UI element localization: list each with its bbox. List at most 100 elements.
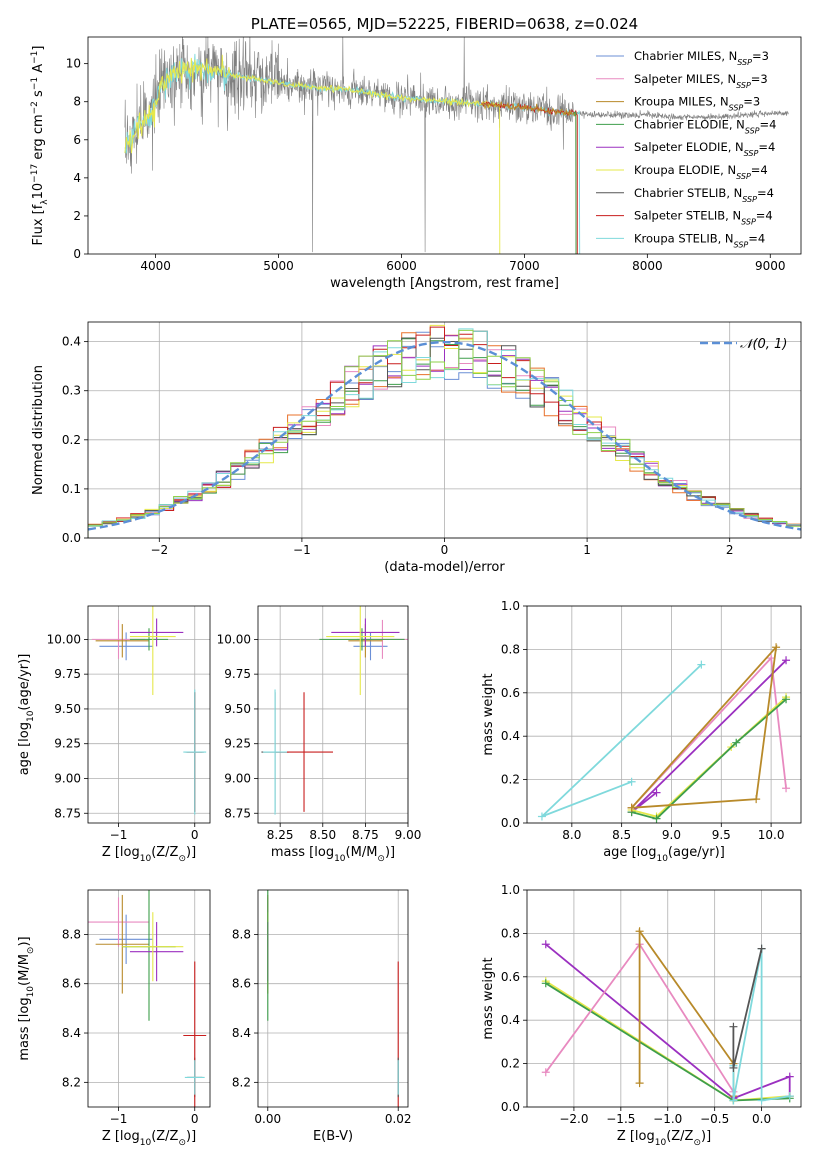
label-part: −17	[30, 164, 40, 183]
axis-label: age [log10(age/yr)]	[603, 845, 725, 864]
plot-area-spectrum	[124, 37, 789, 254]
model-spectrum-line	[480, 100, 577, 254]
y-tick-label: 0.0	[501, 816, 520, 830]
legend-label-suffix: =4	[760, 117, 777, 131]
label-part: mass [log	[17, 997, 32, 1060]
x-tick-label: 10.0	[758, 828, 785, 842]
label-part: 10	[140, 1138, 152, 1148]
legend-label: Chabrier MILES, NSSP=3	[634, 49, 769, 67]
legend-label-main: Kroupa ELODIE, N	[634, 163, 736, 177]
legend-label-suffix: =4	[758, 140, 775, 154]
x-tick-label: 0	[191, 828, 199, 842]
observed-spectrum-line	[124, 37, 789, 253]
label-part: 10	[656, 854, 668, 864]
normal-distribution-curve	[88, 341, 801, 531]
label-part: (Z/Z	[151, 1129, 178, 1144]
x-tick-label: 1	[583, 543, 591, 557]
axes-frame	[87, 36, 802, 255]
x-tick-label: 7000	[509, 259, 540, 273]
legend-label-sub: SSP	[737, 58, 752, 67]
x-tick-label: 2	[726, 543, 734, 557]
y-tick-label: 9.50	[224, 702, 251, 716]
label-part: 10	[31, 183, 46, 200]
x-tick-label: 4000	[140, 259, 171, 273]
label-part: Flux [f	[31, 204, 46, 245]
panel-mass_vs_EBV: 0.00 0.02 8.2 8.4 8.6 8.8 E(B-V)	[232, 889, 412, 1144]
legend-label-suffix: =4	[751, 163, 768, 177]
axis-label: Z [log10(Z/Z⊙)]	[102, 1129, 196, 1148]
axes-frame	[257, 605, 409, 824]
label-part: Z [log	[102, 1129, 140, 1144]
x-tick-label: −1.5	[606, 1112, 635, 1126]
x-tick-label: 9.0	[662, 828, 681, 842]
axis-label: Normed distribution	[31, 365, 46, 495]
label-part: (data-model)/error	[384, 560, 505, 575]
legend-label-main: Kroupa STELIB, N	[634, 231, 734, 245]
weight-marker	[541, 940, 550, 949]
weight-marker	[635, 1079, 644, 1088]
plot-area-residuals	[88, 324, 801, 538]
x-tick-label: −1	[110, 1112, 128, 1126]
y-tick-label: 8.6	[62, 977, 81, 991]
legend-label-sub: SSP	[742, 194, 757, 203]
y-tick-label: 9.25	[224, 737, 251, 751]
x-tick-label: 9.00	[395, 828, 422, 842]
legend-label-main: Salpeter ELODIE, N	[634, 140, 744, 154]
y-tick-label: 4	[73, 171, 81, 185]
weight-marker	[652, 814, 661, 823]
x-tick-label: 8.0	[562, 828, 581, 842]
label-part: (age/yr)]	[668, 845, 725, 860]
legend-label-sub: SSP	[741, 217, 756, 226]
y-tick-label: 0.2	[62, 433, 81, 447]
y-tick-label: 8.8	[62, 927, 81, 941]
legend-label-suffix: =3	[752, 49, 769, 63]
errorbar-point	[95, 624, 149, 658]
label-part: 10	[334, 854, 346, 864]
y-tick-label: 9.75	[54, 667, 81, 681]
weight-line	[732, 948, 790, 1102]
y-tick-label: 8.8	[232, 927, 251, 941]
axis-label: mass weight	[481, 957, 496, 1039]
weight-marker	[729, 1022, 738, 1031]
axis-label: age [log10(age/yr)]	[17, 654, 36, 776]
weight-line	[630, 656, 787, 809]
legend-label-main: Salpeter STELIB, N	[634, 209, 741, 223]
weight-marker	[627, 803, 636, 812]
y-tick-label: 8.75	[54, 806, 81, 820]
legend-label-sub: SSP	[745, 126, 760, 135]
label-part: )]	[385, 845, 395, 860]
label-part: ⊙	[693, 1138, 701, 1148]
chart-title: PLATE=0565, MJD=52225, FIBERID=0638, z=0…	[251, 15, 638, 33]
x-tick-label: −2.0	[559, 1112, 588, 1126]
label-part: mass [log	[271, 845, 334, 860]
y-tick-label: 8.4	[62, 1026, 81, 1040]
x-tick-label: −0.5	[700, 1112, 729, 1126]
label-part: s	[31, 90, 46, 101]
x-tick-label: −1.0	[653, 1112, 682, 1126]
y-tick-label: 8	[73, 95, 81, 109]
y-tick-label: 8.75	[224, 806, 251, 820]
errorbar-point	[183, 689, 207, 815]
y-tick-label: 10.00	[47, 632, 81, 646]
x-tick-label: 0.00	[254, 1112, 281, 1126]
weight-marker	[772, 643, 781, 652]
weight-marker	[782, 695, 791, 704]
weight-line	[631, 696, 787, 818]
label-part: )]	[701, 1129, 711, 1144]
legend-label: 𝒩(0, 1)	[740, 337, 787, 352]
weight-marker	[785, 1092, 794, 1101]
y-tick-label: 0.0	[62, 531, 81, 545]
panel-age_vs_mass: 8.25 8.50 8.75 9.00 8.75 9.00 9.25 9.50 9.75 10.0…	[217, 605, 422, 864]
axes-frame	[87, 889, 211, 1108]
axes-frame	[87, 605, 211, 824]
x-tick-label: 9.5	[712, 828, 731, 842]
label-part: (M/M	[17, 954, 32, 986]
panel-spectrum: 4000 5000 6000 7000 8000 9000 0 2 4 6 8 10 wavelengt…	[30, 36, 802, 291]
axis-label: Z [log10(Z/Z⊙)]	[102, 845, 196, 864]
errorbar-point	[129, 922, 184, 982]
label-part: (Z/Z	[666, 1129, 693, 1144]
label-part: age [log	[17, 722, 32, 775]
label-part: (Z/Z	[151, 845, 178, 860]
weight-marker	[782, 656, 791, 665]
